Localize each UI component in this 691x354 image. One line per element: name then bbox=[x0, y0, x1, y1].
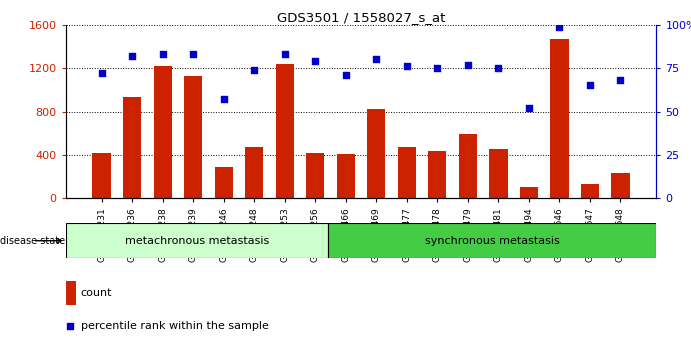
Bar bbox=[66, 281, 75, 305]
Bar bbox=[397, 147, 416, 198]
Text: disease state: disease state bbox=[0, 236, 65, 246]
Bar bbox=[276, 64, 294, 198]
Point bbox=[493, 65, 504, 71]
Bar bbox=[550, 39, 569, 198]
Bar bbox=[245, 147, 263, 198]
Point bbox=[310, 58, 321, 64]
Point bbox=[65, 323, 76, 329]
Point bbox=[188, 51, 199, 57]
Text: percentile rank within the sample: percentile rank within the sample bbox=[81, 321, 268, 331]
Point bbox=[432, 65, 443, 71]
Text: count: count bbox=[81, 288, 112, 298]
Point bbox=[218, 97, 229, 102]
Bar bbox=[215, 167, 233, 198]
Point bbox=[371, 57, 382, 62]
Bar bbox=[328, 223, 656, 258]
Point bbox=[279, 51, 290, 57]
Bar bbox=[489, 149, 507, 198]
Bar bbox=[520, 187, 538, 198]
Title: GDS3501 / 1558027_s_at: GDS3501 / 1558027_s_at bbox=[277, 11, 445, 24]
Bar bbox=[337, 154, 355, 198]
Bar bbox=[367, 109, 386, 198]
Bar bbox=[66, 223, 328, 258]
Point bbox=[157, 51, 168, 57]
Point bbox=[615, 78, 626, 83]
Point bbox=[585, 82, 596, 88]
Point bbox=[249, 67, 260, 73]
Bar bbox=[123, 97, 142, 198]
Point bbox=[523, 105, 534, 111]
Bar bbox=[428, 150, 446, 198]
Bar bbox=[306, 153, 325, 198]
Bar bbox=[153, 66, 172, 198]
Point bbox=[401, 64, 413, 69]
Point bbox=[340, 72, 351, 78]
Text: synchronous metastasis: synchronous metastasis bbox=[425, 236, 560, 246]
Point bbox=[96, 70, 107, 76]
Point bbox=[554, 24, 565, 29]
Text: metachronous metastasis: metachronous metastasis bbox=[125, 236, 269, 246]
Bar bbox=[580, 184, 599, 198]
Point bbox=[126, 53, 138, 59]
Point bbox=[462, 62, 473, 68]
Bar bbox=[93, 153, 111, 198]
Bar bbox=[184, 76, 202, 198]
Bar bbox=[612, 173, 630, 198]
Bar bbox=[459, 134, 477, 198]
